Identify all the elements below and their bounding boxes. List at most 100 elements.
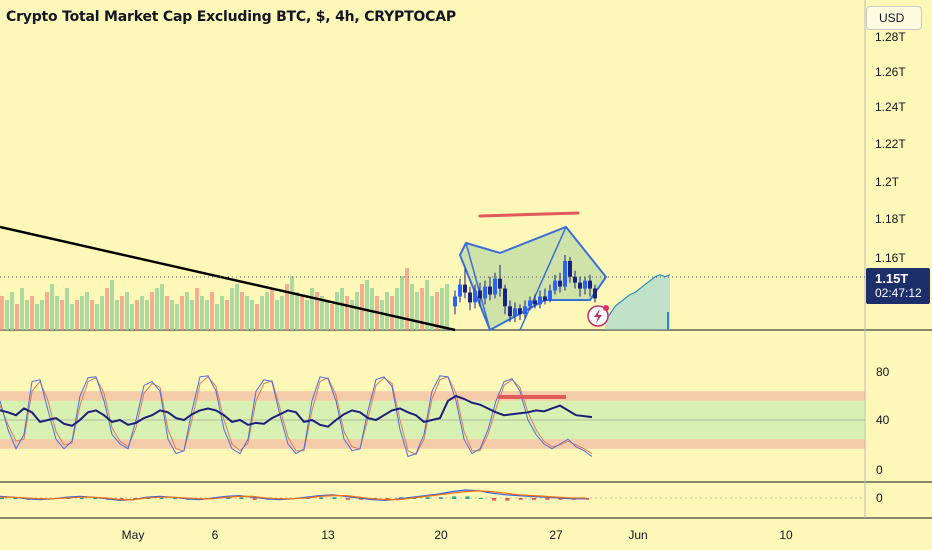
volume-bar — [120, 296, 124, 330]
macd-histogram-bar — [492, 498, 497, 501]
macd-histogram-bar — [518, 498, 523, 500]
volume-bar — [345, 296, 349, 330]
descending-trendline — [0, 225, 456, 332]
candle-body — [518, 308, 522, 315]
time-tick-label: 13 — [321, 528, 335, 542]
candle-body — [553, 280, 557, 291]
price-tick-label: 1.2T — [875, 175, 900, 189]
volume-bar — [100, 296, 104, 330]
projection-line — [604, 274, 671, 321]
candle-body — [523, 306, 527, 315]
candle-body — [563, 260, 567, 287]
volume-bar — [145, 300, 149, 330]
last-price-tag: 1.15T 02:47:12 — [866, 268, 930, 304]
macd-histogram-bar — [252, 498, 257, 500]
volume-bar — [265, 292, 269, 330]
candle-body — [533, 300, 537, 305]
volume-bar — [430, 296, 434, 330]
volume-bar — [45, 292, 49, 330]
volume-bar — [285, 284, 289, 330]
volume-bar — [320, 296, 324, 330]
volume-bar — [0, 296, 4, 330]
volume-bar — [60, 300, 64, 330]
chart-title: Crypto Total Market Cap Excluding BTC, $… — [6, 9, 456, 25]
volume-bar — [170, 300, 174, 330]
volume-bar — [80, 296, 84, 330]
volume-bar — [210, 292, 214, 330]
candle-body — [478, 290, 482, 299]
volume-bar — [10, 292, 14, 330]
candle-body — [513, 308, 517, 317]
volume-bar — [440, 288, 444, 330]
bar-countdown: 02:47:12 — [875, 286, 922, 300]
volume-bar — [135, 300, 139, 330]
volume-bar — [270, 288, 274, 330]
candle-body — [493, 278, 497, 295]
volume-bar — [185, 292, 189, 330]
pattern-leg — [465, 242, 491, 331]
volume-bar — [335, 292, 339, 330]
currency-button[interactable]: USD — [866, 6, 922, 30]
volume-bar — [165, 296, 169, 330]
volume-bar — [140, 296, 144, 330]
volume-bar — [400, 276, 404, 330]
volume-bar — [315, 292, 319, 330]
time-tick-label: 20 — [434, 528, 448, 542]
candle-body — [483, 286, 487, 299]
rsi-line — [0, 394, 593, 428]
pattern-leg — [519, 226, 567, 331]
volume-bar — [150, 292, 154, 330]
volume-bar — [435, 292, 439, 330]
volume-bar — [340, 288, 344, 330]
price-tick-label: 1.22T — [875, 137, 906, 151]
rsi-panel — [0, 375, 865, 458]
volume-bar — [65, 288, 69, 330]
volume-bar — [385, 292, 389, 330]
volume-bar — [200, 296, 204, 330]
volume-bar — [305, 300, 309, 330]
volume-bar — [50, 284, 54, 330]
volume-bar — [155, 288, 159, 330]
macd-histogram-bar — [585, 498, 590, 500]
macd-histogram-bar — [505, 498, 510, 501]
volume-bar — [425, 280, 429, 330]
price-tick-label: 1.18T — [875, 212, 906, 226]
price-tick-label: 1.24T — [875, 100, 906, 114]
volume-bar — [445, 284, 449, 330]
volume-bar — [235, 284, 239, 330]
macd-histogram-bar — [425, 497, 430, 499]
candle-body — [588, 280, 592, 289]
price-tick-label: 1.26T — [875, 65, 906, 79]
volume-bar — [205, 300, 209, 330]
price-projection — [604, 274, 671, 330]
volume-bar — [90, 300, 94, 330]
volume-bar — [35, 304, 39, 330]
time-tick-label: 6 — [212, 528, 219, 542]
candle-body — [583, 280, 587, 289]
price-tick-label: 1.28T — [875, 30, 906, 44]
volume-bar — [280, 296, 284, 330]
volume-bar — [105, 288, 109, 330]
volume-bar — [330, 304, 334, 330]
volume-bar — [130, 304, 134, 330]
stoch-d-line — [0, 376, 593, 456]
candle-body — [488, 286, 492, 295]
candle-body — [508, 306, 512, 317]
macd-histogram-bar — [385, 498, 390, 500]
time-tick-label: May — [122, 528, 145, 542]
volume-bar — [75, 300, 79, 330]
volume-bar — [95, 304, 99, 330]
time-tick-label: Jun — [628, 528, 647, 542]
volume-bar — [115, 300, 119, 330]
volume-bar — [110, 280, 114, 330]
candle-body — [453, 296, 457, 307]
volume-bar — [325, 300, 329, 330]
macd-histogram-bar — [532, 498, 536, 500]
volume-bar — [250, 300, 254, 330]
candle-body — [468, 292, 472, 303]
flash-icon[interactable] — [587, 305, 609, 327]
volume-bar — [420, 288, 424, 330]
candle-body — [558, 280, 562, 287]
macd-histogram-bar — [13, 498, 18, 499]
